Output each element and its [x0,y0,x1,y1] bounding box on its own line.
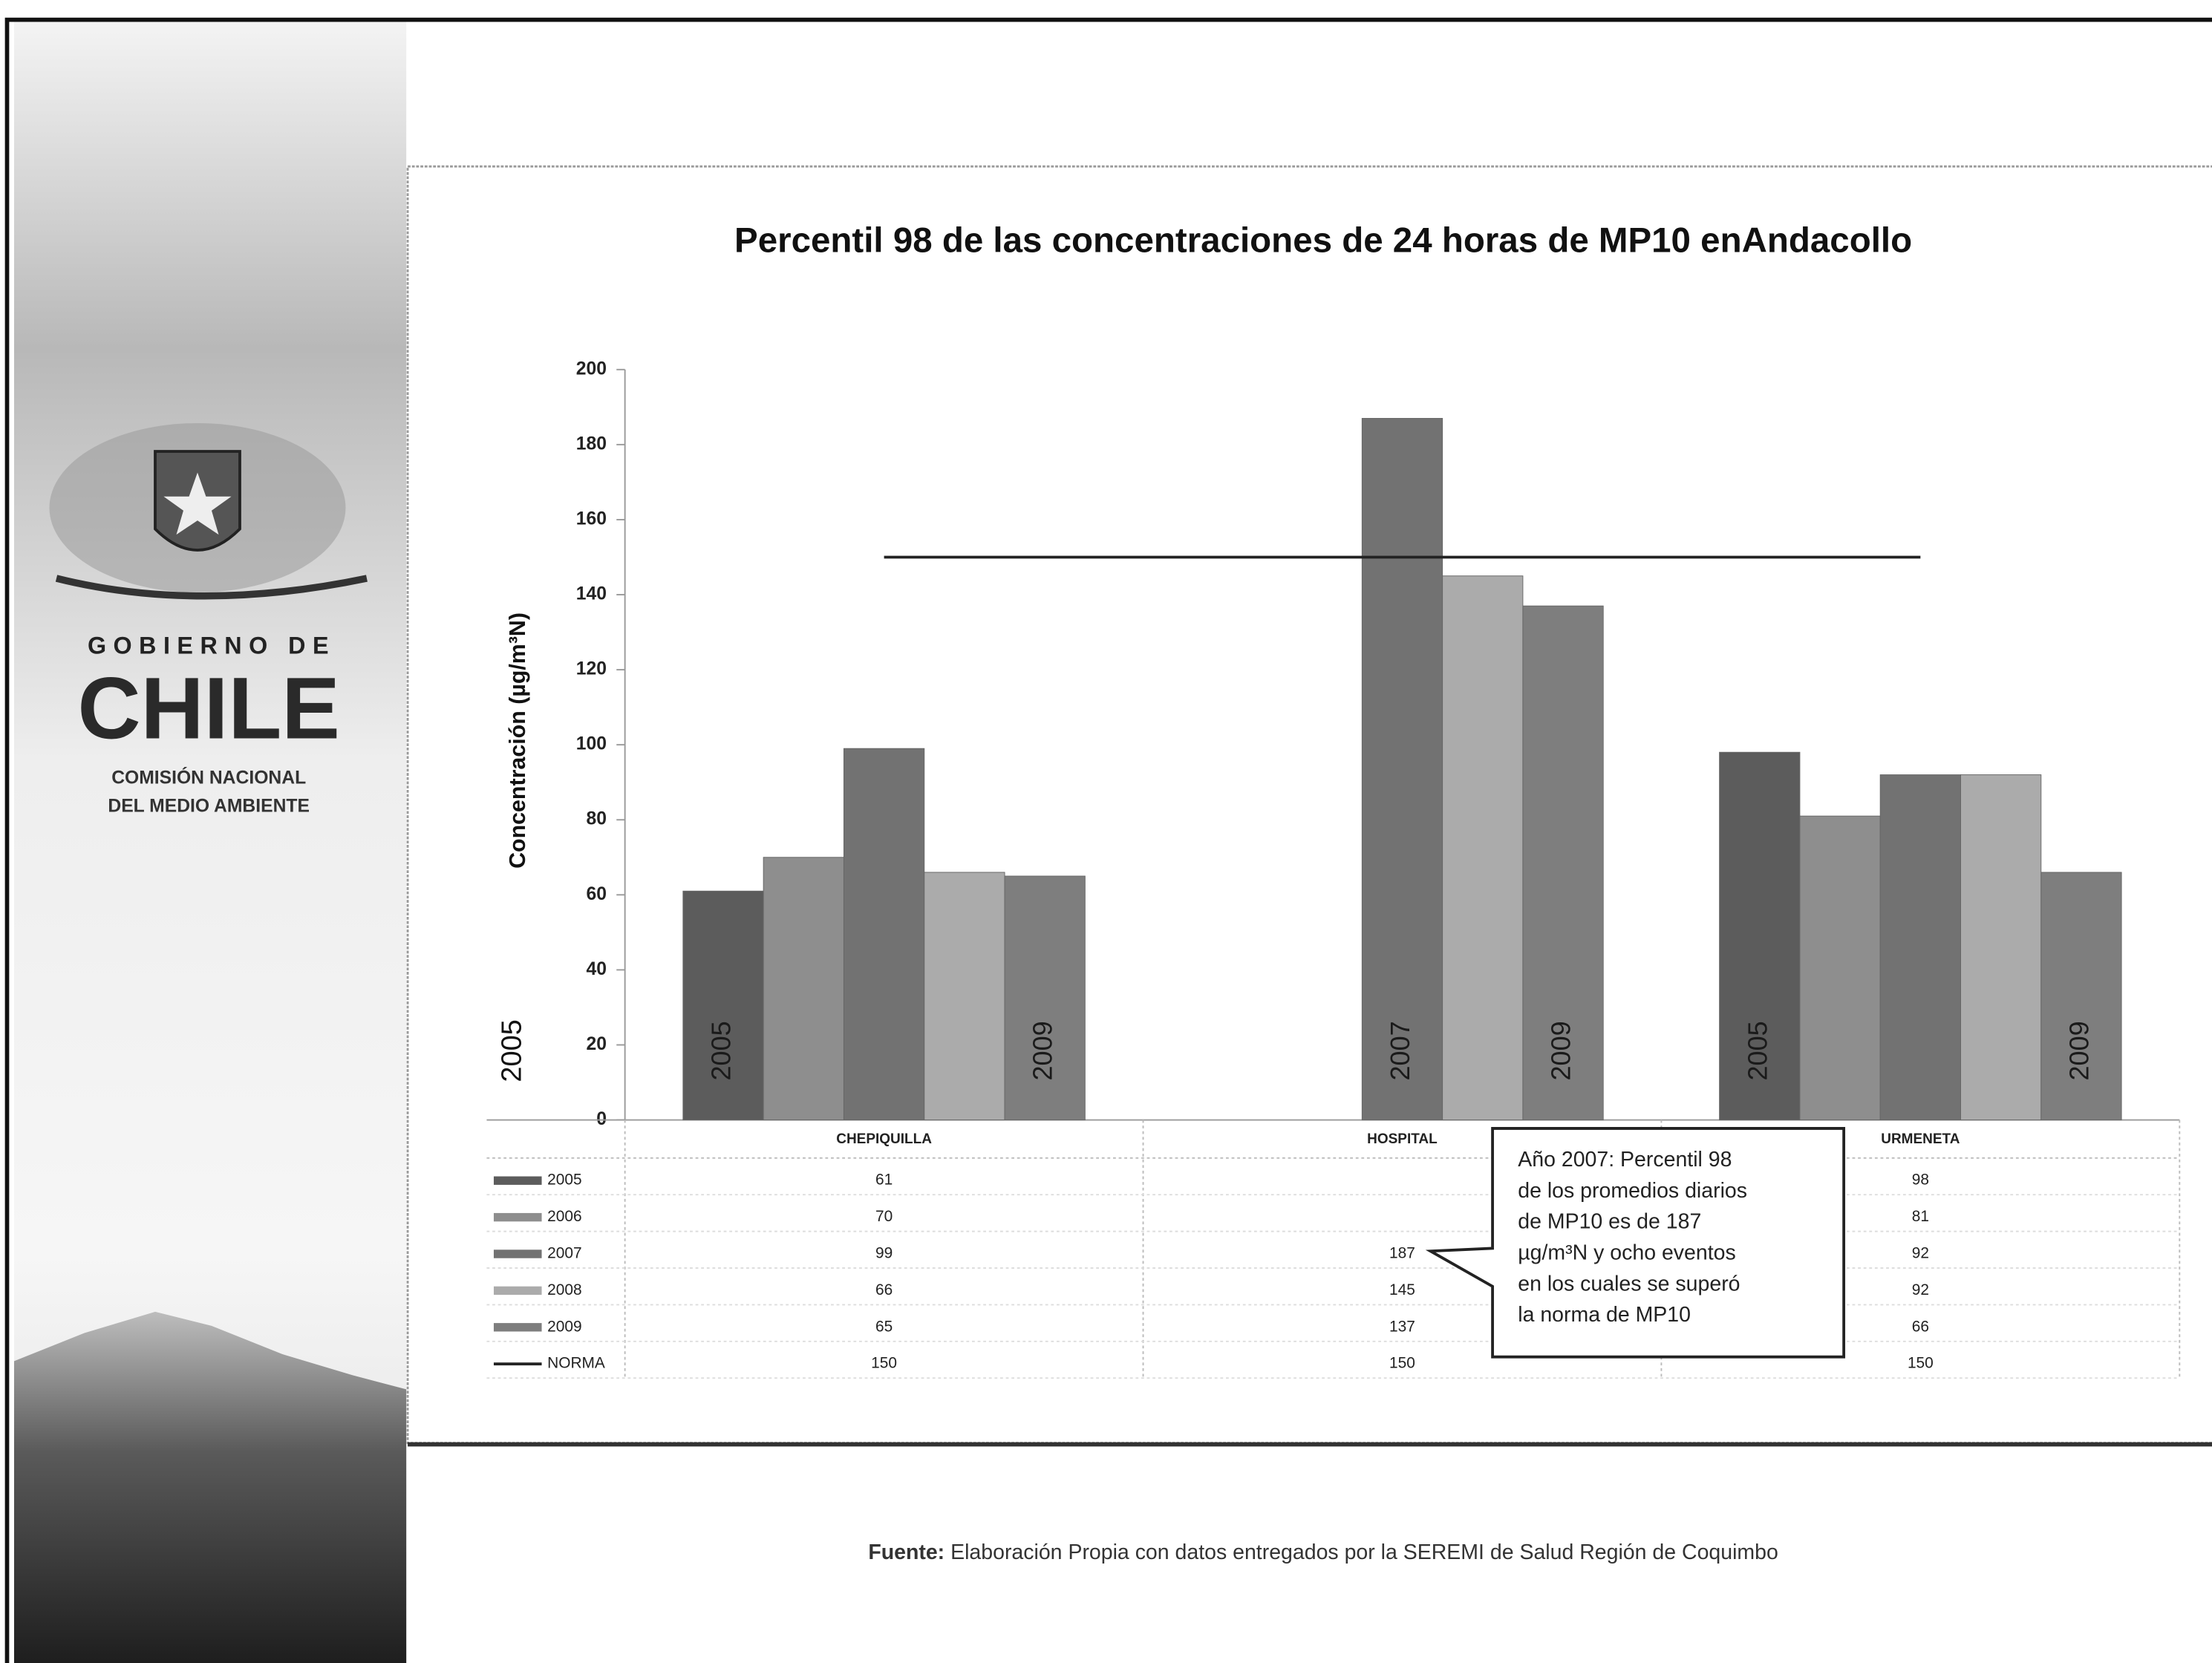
source-text: Elaboración Propia con datos entregados … [950,1540,1778,1564]
legend-label: NORMA [547,1355,605,1372]
bar [1799,815,1881,1120]
source-label: Fuente: [868,1540,944,1564]
legend-swatch [493,1323,542,1332]
legend-label: 2008 [547,1281,581,1298]
bar-year-label: 2009 [1028,1021,1058,1080]
mountain [13,1311,407,1663]
table-value: 61 [875,1172,893,1189]
chart-title: Percentil 98 de las concentraciones de 2… [734,220,1912,260]
bar [1442,575,1524,1120]
logo-chile: CHILE [78,659,340,757]
table-value: 150 [871,1355,897,1372]
callout-text: la norma de MP10 [1518,1303,1691,1327]
bar [682,890,764,1120]
y-tick-label: 40 [586,959,606,979]
bar-year-label: 2005 [706,1021,737,1080]
y-tick-label: 140 [576,584,607,604]
y-axis-label: Concentración (µg/m³N) [505,612,530,869]
bar-year-label: 2005 [1742,1021,1772,1080]
legend-swatch [493,1176,542,1185]
table-value: 66 [875,1281,893,1298]
bar [1719,751,1801,1120]
legend-label: 2005 [547,1172,581,1189]
y-tick-label: 120 [576,659,607,679]
table-value: 92 [1912,1281,1929,1298]
source-note: Fuente: Elaboración Propia con datos ent… [868,1540,1778,1564]
table-value: 98 [1912,1172,1929,1189]
y-tick-label: 160 [576,509,607,529]
x-tick-label: CHEPIQUILLA [836,1131,932,1147]
callout-text: µg/m³N y ocho eventos [1518,1241,1735,1265]
x-tick-label: URMENETA [1881,1131,1960,1147]
y-tick-label: 180 [576,434,607,454]
y-tick-label: 60 [586,884,606,904]
legend-swatch [493,1249,542,1258]
y-tick-label: 100 [576,734,607,754]
bar [1361,418,1443,1120]
logo-line: COMISIÓN NACIONAL [111,767,306,788]
bar [1960,774,2042,1120]
y-tick-label: 0 [596,1109,607,1129]
bar-year-label: 2007 [1385,1021,1415,1080]
bar [1004,875,1086,1120]
legend-label: 2006 [547,1208,581,1225]
y-tick-label: 80 [586,809,606,829]
table-value: 70 [875,1208,893,1225]
table-value: 187 [1389,1245,1415,1262]
frame [4,17,2212,1663]
callout-text: de los promedios diarios [1518,1179,1747,1203]
legend-swatch [493,1286,542,1296]
bar-year-label: 2009 [1546,1021,1576,1080]
table-value: 99 [875,1245,893,1262]
table-value: 137 [1389,1318,1415,1335]
coat-of-arms [49,422,368,600]
x-tick-label: HOSPITAL [1367,1131,1438,1147]
callout-box [1425,1127,1846,1359]
table-value: 65 [875,1318,893,1335]
y-tick-label: 20 [586,1034,606,1054]
stray-label: 2005 [497,1019,528,1082]
table-value: 92 [1912,1245,1929,1262]
bar [1879,774,1961,1120]
bar [1522,605,1604,1120]
table-value: 145 [1389,1281,1415,1298]
legend-label: 2007 [547,1245,581,1262]
table-value: 150 [1389,1355,1415,1372]
callout-text: Año 2007: Percentil 98 [1518,1148,1732,1172]
table-value: 66 [1912,1318,1929,1335]
callout-text: en los cuales se superó [1518,1272,1740,1296]
bar-year-label: 2009 [2063,1021,2094,1080]
logo-line: GOBIERNO DE [88,633,336,659]
callout-text: de MP10 es de 187 [1518,1210,1701,1234]
bar [763,857,844,1120]
legend-swatch [493,1212,542,1222]
bar [924,872,1005,1120]
legend-label: 2009 [547,1318,581,1335]
table-value: 81 [1912,1208,1929,1225]
bar [843,748,925,1120]
logo-line: DEL MEDIO AMBIENTE [108,796,310,816]
bar [2040,872,2122,1120]
plot: 0 20 40 60 80 100 120 140 160 180 200 CHEPIQUILLA HO… [486,359,2181,1379]
y-tick-label: 200 [576,359,607,379]
table-value: 150 [1908,1355,1934,1372]
